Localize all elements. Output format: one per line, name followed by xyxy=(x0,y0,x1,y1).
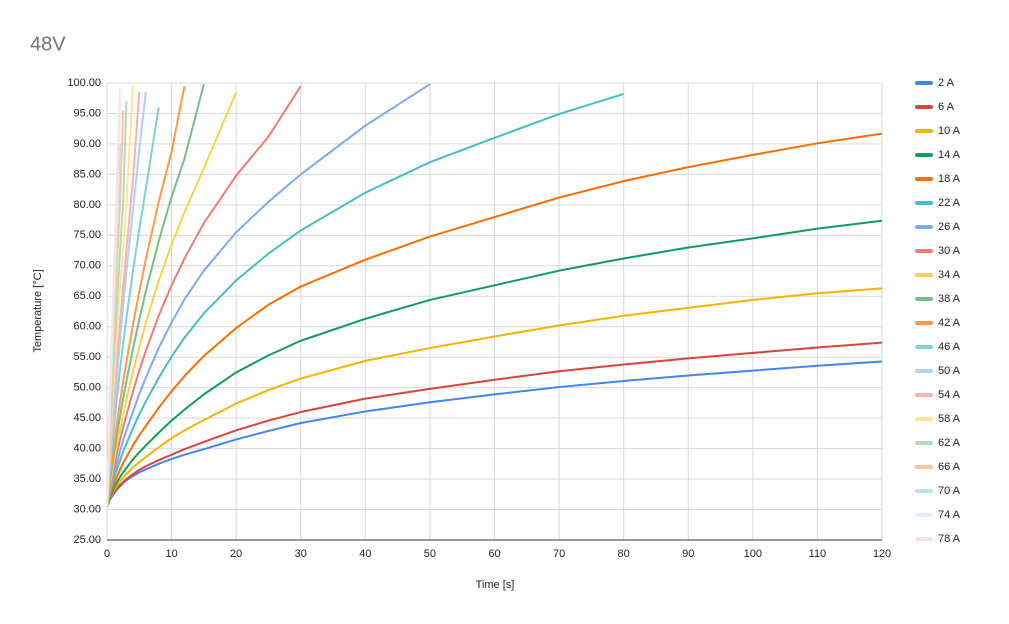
legend-label: 38 A xyxy=(938,293,961,305)
x-tick-label: 10 xyxy=(165,548,177,560)
y-tick-label: 80.00 xyxy=(73,199,101,211)
x-tick-label: 0 xyxy=(104,548,110,560)
series-line xyxy=(107,287,882,507)
x-tick-label: 50 xyxy=(424,548,436,560)
x-tick-label: 40 xyxy=(359,548,371,560)
series-line xyxy=(107,83,205,507)
series-line xyxy=(107,89,121,507)
x-tick-label: 30 xyxy=(295,548,307,560)
series-line xyxy=(107,132,882,507)
y-tick-label: 85.00 xyxy=(73,168,101,180)
legend-label: 34 A xyxy=(938,269,961,281)
legend-label: 42 A xyxy=(938,317,961,329)
x-tick-label: 120 xyxy=(873,548,891,560)
legend-label: 62 A xyxy=(938,437,961,449)
legend-label: 66 A xyxy=(938,461,961,473)
y-tick-label: 70.00 xyxy=(73,260,101,272)
y-tick-label: 25.00 xyxy=(73,534,101,546)
x-tick-label: 80 xyxy=(618,548,630,560)
y-tick-label: 35.00 xyxy=(73,473,101,485)
series-line xyxy=(107,219,882,507)
x-tick-label: 60 xyxy=(488,548,500,560)
legend-label: 74 A xyxy=(938,509,961,521)
legend-label: 50 A xyxy=(938,365,961,377)
legend-label: 18 A xyxy=(938,173,961,185)
x-axis-label: Time [s] xyxy=(476,579,515,591)
legend-label: 46 A xyxy=(938,341,961,353)
legend-label: 22 A xyxy=(938,197,961,209)
x-tick-label: 70 xyxy=(553,548,565,560)
grid: 25.00 30.00 35.00 40.00 45.00 50.00 55.00 60.00… xyxy=(67,77,891,560)
legend-label: 2 A xyxy=(938,77,955,89)
legend-label: 30 A xyxy=(938,245,961,257)
y-tick-label: 50.00 xyxy=(73,382,101,394)
legend-label: 70 A xyxy=(938,485,961,497)
y-tick-label: 65.00 xyxy=(73,290,101,302)
legend: 2 A 6 A 10 A 14 A 18 A 22 A 26 A 30 A 34 A 38 A 42… xyxy=(915,77,961,545)
y-axis-label: Temperature [°C] xyxy=(32,269,44,352)
legend-label: 54 A xyxy=(938,389,961,401)
series-line xyxy=(107,83,431,507)
series-line xyxy=(107,85,302,507)
y-tick-label: 95.00 xyxy=(73,107,101,119)
legend-label: 78 A xyxy=(938,533,961,545)
series-line xyxy=(107,341,882,507)
lines xyxy=(107,83,882,507)
y-tick-label: 100.00 xyxy=(67,77,101,89)
legend-label: 26 A xyxy=(938,221,961,233)
y-tick-label: 30.00 xyxy=(73,503,101,515)
x-tick-label: 90 xyxy=(682,548,694,560)
y-tick-label: 45.00 xyxy=(73,412,101,424)
legend-label: 58 A xyxy=(938,413,961,425)
y-tick-label: 55.00 xyxy=(73,351,101,363)
legend-label: 14 A xyxy=(938,149,961,161)
x-tick-label: 100 xyxy=(744,548,762,560)
legend-label: 6 A xyxy=(938,101,955,113)
x-tick-label: 110 xyxy=(809,548,827,560)
y-tick-label: 75.00 xyxy=(73,229,101,241)
legend-label: 10 A xyxy=(938,125,961,137)
y-tick-label: 90.00 xyxy=(73,138,101,150)
chart-title: 48V xyxy=(30,33,66,55)
x-tick-label: 20 xyxy=(230,548,242,560)
y-tick-label: 40.00 xyxy=(73,443,101,455)
series-line xyxy=(107,91,238,507)
y-tick-label: 60.00 xyxy=(73,321,101,333)
series-line xyxy=(107,93,624,507)
series-line xyxy=(107,85,186,507)
